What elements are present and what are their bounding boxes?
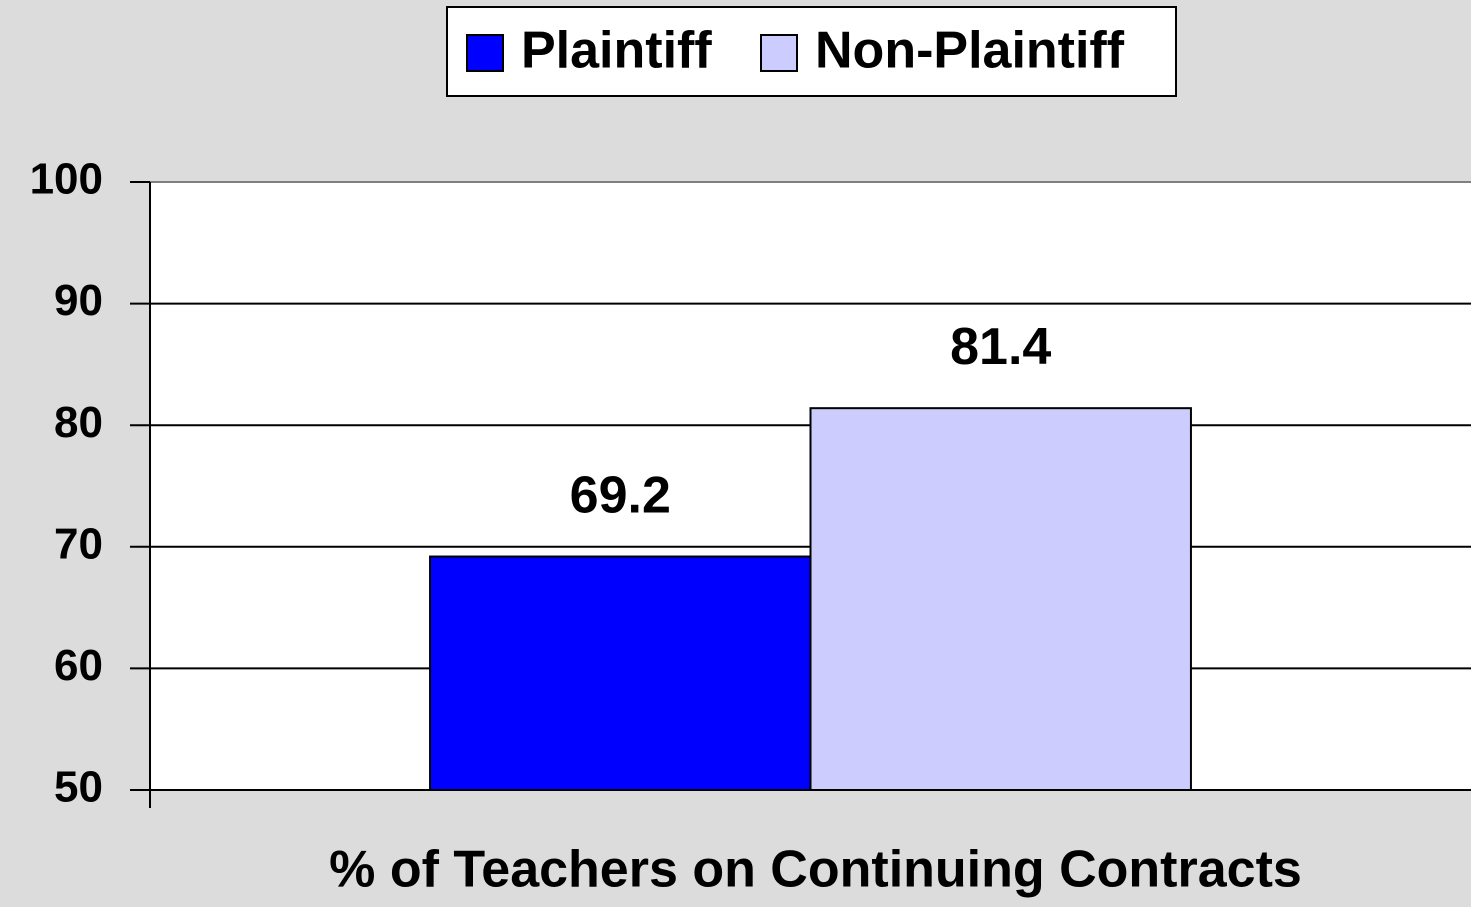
- y-tick-label: 90: [54, 276, 103, 325]
- data-label: 69.2: [570, 466, 671, 524]
- y-tick-label: 60: [54, 641, 103, 690]
- legend-box: [446, 6, 1177, 97]
- y-tick-label: 100: [30, 155, 103, 204]
- bar: [429, 555, 812, 792]
- bar: [809, 407, 1192, 791]
- y-tick-label: 50: [54, 763, 103, 812]
- y-tick-label: 70: [54, 519, 103, 568]
- x-tick-label: % of Teachers on Continuing Contracts: [329, 841, 1302, 899]
- legend-label: Non-Plaintiff: [815, 22, 1125, 80]
- y-tick-label: 80: [54, 398, 103, 447]
- legend-swatch: [760, 34, 798, 72]
- data-label: 81.4: [950, 318, 1051, 376]
- legend-swatch: [466, 34, 504, 72]
- legend-label: Plaintiff: [521, 22, 712, 80]
